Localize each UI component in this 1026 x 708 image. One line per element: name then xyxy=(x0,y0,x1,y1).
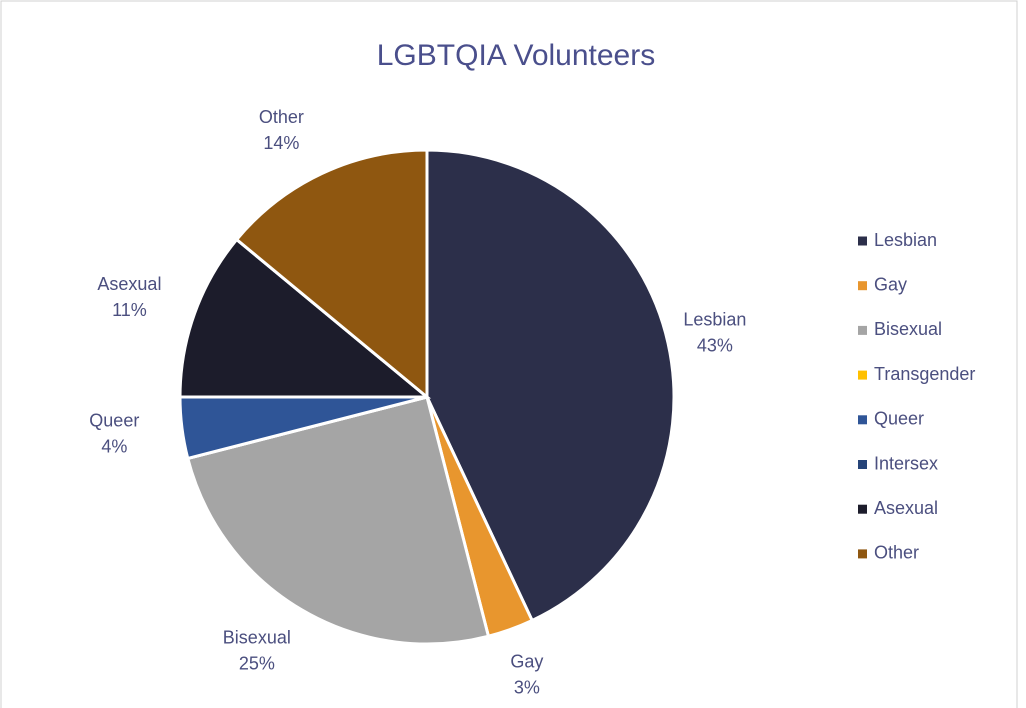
legend-label: Transgender xyxy=(874,364,975,384)
legend-swatch xyxy=(858,236,867,246)
legend-label: Gay xyxy=(874,274,907,294)
pie-slice xyxy=(234,148,429,401)
data-label: 25% xyxy=(239,654,275,674)
data-label-name: Queer xyxy=(89,411,139,431)
legend-swatch xyxy=(858,325,867,335)
data-label-name: Other xyxy=(259,107,304,127)
pie-slice xyxy=(425,148,676,623)
data-label-name: Lesbian xyxy=(683,309,746,329)
data-label: 11% xyxy=(112,300,147,320)
legend-swatch xyxy=(858,415,867,425)
data-label-name: Bisexual xyxy=(223,628,291,648)
legend-swatch xyxy=(858,549,867,559)
legend-swatch xyxy=(858,504,867,514)
legend-swatch xyxy=(858,460,867,469)
pie-slice xyxy=(185,395,491,646)
chart-title: LGBTQIA Volunteers xyxy=(377,39,655,72)
data-label: 4% xyxy=(101,437,127,457)
legend-swatch xyxy=(858,281,867,291)
legend-label: Intersex xyxy=(874,453,938,473)
legend-label: Queer xyxy=(874,409,924,429)
legend-label: Lesbian xyxy=(874,230,937,250)
data-label: 14% xyxy=(263,133,299,153)
data-label-name: Asexual xyxy=(97,274,161,294)
data-label: 3% xyxy=(514,677,540,697)
legend-label: Bisexual xyxy=(874,319,942,339)
data-label-name: Gay xyxy=(510,651,543,671)
data-label: 43% xyxy=(697,335,733,355)
legend-swatch xyxy=(858,370,867,380)
legend-label: Asexual xyxy=(874,498,938,518)
legend-label: Other xyxy=(874,543,919,563)
pie-slice xyxy=(178,237,432,399)
